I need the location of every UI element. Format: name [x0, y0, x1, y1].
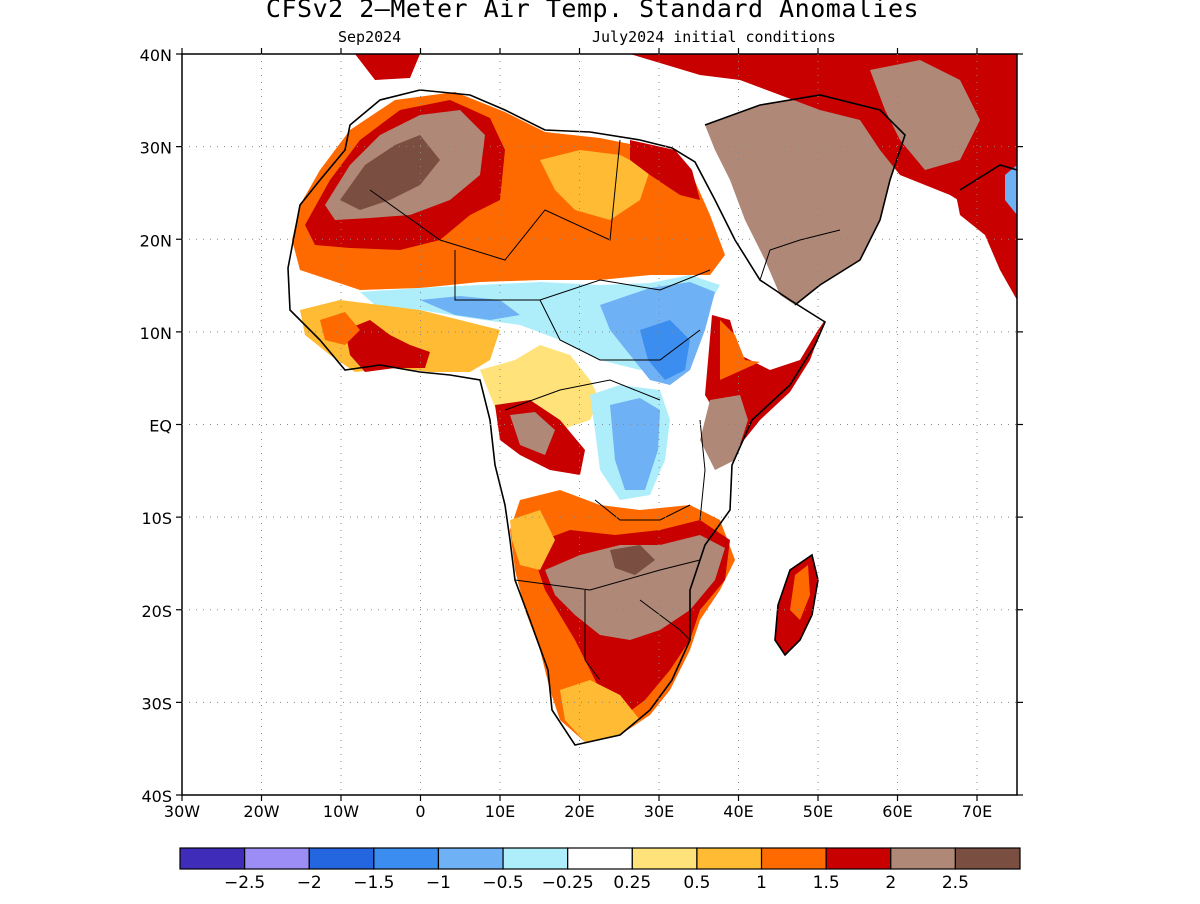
- lon-label: 30E: [644, 802, 674, 821]
- colorbar-label: −2.5: [224, 873, 265, 893]
- lat-label: 20S: [141, 602, 172, 621]
- colorbar-label: 1: [756, 873, 767, 893]
- colorbar-swatch: [760, 847, 827, 870]
- lat-label: 10S: [141, 509, 172, 528]
- colorbar: [179, 847, 1021, 870]
- colorbar-label: 0.5: [683, 873, 710, 893]
- lon-label: 20W: [243, 802, 279, 821]
- colorbar-label: −2: [297, 873, 322, 893]
- coastlines: [287, 89, 1017, 746]
- ethiopia-blue: [640, 320, 690, 380]
- lon-label: 50E: [803, 802, 833, 821]
- colorbar-swatch: [696, 847, 763, 870]
- egypt-red: [630, 140, 700, 200]
- colorbar-label: 2: [885, 873, 896, 893]
- sahel-blue: [420, 296, 520, 320]
- east-africa-brown: [700, 395, 748, 470]
- colorbar-swatch: [373, 847, 440, 870]
- colorbar-swatch: [825, 847, 892, 870]
- anomaly-fields: [288, 54, 1017, 745]
- india-blue: [1005, 165, 1017, 215]
- lat-label: 40N: [140, 46, 172, 65]
- colorbar-swatch: [179, 847, 246, 870]
- colorbar-labels: −2.5 −2 −1.5 −1 −0.5 −0.25 0.25 0.5 1 1.5 2 2.5: [224, 873, 969, 893]
- lon-label: 0: [415, 802, 425, 821]
- gabon-brown: [510, 412, 555, 455]
- west-africa-orange: [320, 312, 360, 345]
- valid-month: Sep2024: [338, 28, 402, 46]
- sw-yellow: [510, 510, 555, 570]
- lat-label: 10N: [140, 324, 172, 343]
- lon-label: 20E: [564, 802, 594, 821]
- lon-label: 30W: [164, 802, 200, 821]
- lon-label: 70E: [962, 802, 992, 821]
- lat-label: 40S: [141, 787, 172, 806]
- congo-dark-blue: [610, 398, 660, 490]
- south-dark-brown: [610, 545, 655, 575]
- lat-label: 30S: [141, 694, 172, 713]
- colorbar-swatch: [890, 847, 956, 870]
- south-brown: [545, 535, 725, 640]
- longitude-labels: 30W 20W 10W 0 10E 20E 30E 40E 50E 60E 70E: [164, 802, 992, 821]
- colorbar-label: 2.5: [942, 873, 969, 893]
- axis-ticks: [176, 48, 1023, 801]
- lon-label: 10E: [485, 802, 515, 821]
- lat-label: 20N: [140, 231, 172, 250]
- lat-label: EQ: [149, 417, 172, 436]
- colorbar-swatch: [631, 847, 698, 870]
- colorbar-label: −0.5: [482, 873, 523, 893]
- colorbar-swatch: [567, 847, 633, 870]
- colorbar-label: 1.5: [813, 873, 840, 893]
- iberia-strip: [355, 54, 420, 80]
- country-borders: [369, 139, 841, 681]
- colorbar-swatch: [954, 847, 1021, 870]
- lon-label: 10W: [323, 802, 359, 821]
- sahara-dark: [340, 135, 440, 210]
- lon-label: 40E: [723, 802, 753, 821]
- colorbar-swatch: [437, 847, 504, 870]
- colorbar-swatch: [502, 847, 569, 870]
- colorbar-label: 0.25: [613, 873, 651, 893]
- colorbar-label: −1.5: [353, 873, 394, 893]
- colorbar-swatch: [244, 847, 310, 870]
- lat-label: 30N: [140, 139, 172, 158]
- lon-label: 60E: [882, 802, 912, 821]
- libya-yellow: [540, 150, 650, 220]
- colorbar-label: −0.25: [542, 873, 594, 893]
- map-title: CFSv2 2–Meter Air Temp. Standard Anomali…: [265, 0, 920, 23]
- horn-orange: [720, 320, 760, 380]
- west-africa-red: [345, 320, 430, 372]
- colorbar-swatch: [308, 847, 375, 870]
- india-strip: [955, 160, 1017, 300]
- iran-brown: [870, 60, 980, 170]
- latitude-labels: 40N 30N 20N 10N EQ 10S 20S 30S 40S: [140, 46, 172, 806]
- colorbar-label: −1: [426, 873, 451, 893]
- initial-conditions: July2024 initial conditions: [592, 28, 836, 46]
- madagascar-orange: [790, 565, 810, 620]
- arabia-landmass: [705, 95, 905, 305]
